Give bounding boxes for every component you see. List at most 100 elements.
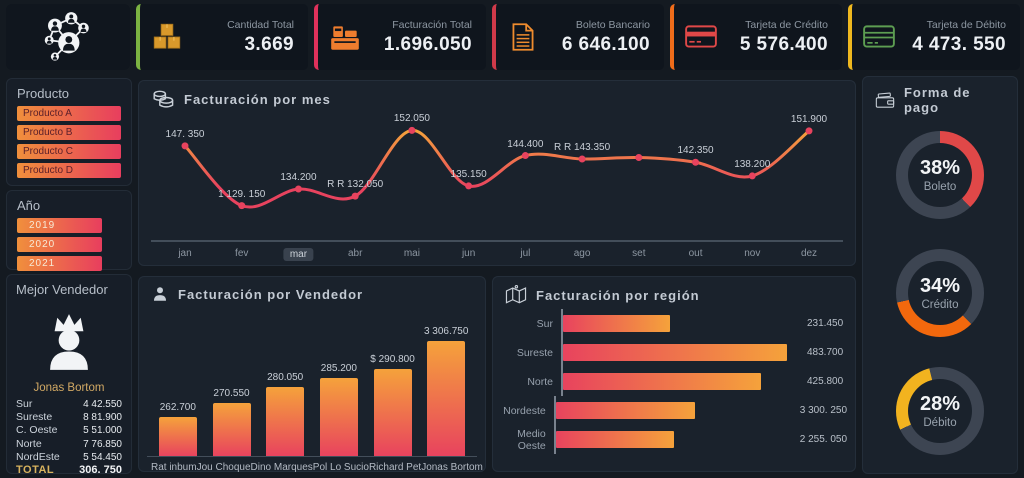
- data-point-mar[interactable]: [294, 185, 302, 193]
- vendor-name-label: Jou Choque: [196, 462, 251, 473]
- region-bar[interactable]: [563, 373, 761, 390]
- year-2019-button[interactable]: 2019: [17, 218, 103, 233]
- region-value: 7 76.850: [83, 438, 122, 450]
- line-chart: 147. 350 1 129. 150 134.200 R R 132.050 152.…: [145, 112, 849, 240]
- kpi-cantidad-total[interactable]: Cantidad Total 3.669: [136, 4, 308, 70]
- region-label: Sureste: [16, 411, 53, 424]
- vendor-bar-item: $ 290.800: [366, 354, 420, 456]
- point-label: R R 132.050: [327, 179, 384, 191]
- region-value-label: 483.700: [807, 347, 844, 358]
- producto-b-button[interactable]: Producto B: [17, 125, 121, 140]
- month-tick-abr: abr: [347, 248, 363, 259]
- donut-boleto[interactable]: 38% Boleto: [896, 131, 984, 219]
- donut-percent: 38%: [919, 157, 961, 179]
- region-bar-track: [561, 338, 797, 367]
- region-bar-track: [553, 425, 790, 454]
- year-2021-button[interactable]: 2021: [17, 256, 103, 271]
- data-point-dez[interactable]: [805, 127, 813, 135]
- network-people-logo-icon: [44, 12, 89, 61]
- vendor-bar[interactable]: [373, 368, 412, 456]
- region-label: Sur: [16, 398, 33, 410]
- debit-card-icon: [863, 25, 895, 48]
- point-label: 144.400: [507, 138, 544, 150]
- region-bar[interactable]: [563, 315, 671, 332]
- data-point-out[interactable]: [692, 158, 700, 166]
- donut-center: 38% Boleto: [908, 143, 972, 207]
- total-label: TOTAL: [16, 464, 55, 477]
- data-point-jun[interactable]: [465, 182, 473, 190]
- vendor-name-label: Pol Lo Sucio: [312, 462, 369, 473]
- producto-a-button[interactable]: Producto A: [17, 106, 121, 121]
- vendor-bar-item: 285.200: [312, 363, 366, 456]
- data-point-fev[interactable]: [238, 202, 246, 210]
- vendor-billing-panel: Facturación por Vendedor 262.700 270.550 2…: [138, 276, 486, 473]
- kpi-value: 1.696.050: [383, 33, 472, 55]
- region-label: Norte: [16, 437, 42, 450]
- best-seller-card: Mejor Vendedor Jonas Bortom Sur 4 42.550…: [6, 274, 132, 477]
- panel-header: Facturación por región: [493, 277, 855, 307]
- data-point-mai[interactable]: [408, 126, 416, 134]
- kpi-row: Cantidad Total 3.669 Facturación Total 1…: [136, 4, 1020, 70]
- seller-stat-row: Sureste 8 81.900: [16, 411, 122, 424]
- payment-donuts: 38% Boleto 34% Crédito 28% Débito: [863, 117, 1017, 455]
- year-slicer-title: Año: [17, 198, 41, 213]
- donut-label: Boleto: [923, 181, 957, 193]
- producto-slicer: Producto Producto A Producto B Producto …: [6, 78, 132, 186]
- kpi-tarjeta-debito[interactable]: Tarjeta de Débito 4 473. 550: [848, 4, 1020, 70]
- month-tick-jul: jul: [520, 248, 531, 259]
- month-tick-dez: dez: [800, 248, 818, 259]
- data-point-abr[interactable]: [351, 192, 359, 200]
- seller-total-row: TOTAL 306. 750: [16, 464, 122, 477]
- donut-center: 28% Débito: [908, 379, 972, 443]
- kpi-tarjeta-credito[interactable]: Tarjeta de Crédito 5 576.400: [670, 4, 842, 70]
- vendor-bar-item: 270.550: [205, 388, 259, 456]
- kpi-label: Tarjeta de Débito: [926, 18, 1006, 31]
- donut-center: 34% Crédito: [908, 261, 972, 325]
- vendor-bar[interactable]: [427, 341, 466, 456]
- region-bar-track: [561, 309, 797, 338]
- seller-stat-row: Sur 4 42.550: [16, 398, 122, 411]
- donut-débito[interactable]: 28% Débito: [896, 367, 984, 455]
- region-bar[interactable]: [555, 431, 675, 448]
- data-point-ago[interactable]: [578, 155, 586, 163]
- kpi-facturacion-total[interactable]: Facturación Total 1.696.050: [314, 4, 486, 70]
- data-point-jan[interactable]: [181, 142, 189, 150]
- panel-title: Facturación por región: [536, 287, 700, 303]
- producto-d-button[interactable]: Producto D: [17, 163, 121, 178]
- month-tick-nov: nov: [744, 248, 761, 259]
- region-row: Medio Oeste 2 255. 050: [497, 425, 847, 454]
- donut-percent: 34%: [919, 275, 961, 297]
- region-bar[interactable]: [563, 344, 788, 361]
- panel-title: Facturación por Vendedor: [178, 286, 364, 302]
- donut-crédito[interactable]: 34% Crédito: [896, 249, 984, 337]
- point-label: 151.900: [790, 113, 828, 125]
- person-icon: [154, 287, 166, 301]
- data-point-set[interactable]: [635, 154, 643, 162]
- data-point-nov[interactable]: [748, 172, 756, 180]
- region-value-label: 2 255. 050: [799, 434, 847, 445]
- donut-label: Crédito: [921, 299, 959, 311]
- vendor-bars: 262.700 270.550 280.050 285.200 $ 290.800 3 3…: [147, 311, 477, 457]
- region-bar[interactable]: [555, 402, 696, 419]
- kpi-label: Boleto Bancario: [575, 18, 650, 31]
- vendor-bar[interactable]: [266, 387, 305, 456]
- vendor-name-label: Rat inbum: [151, 462, 197, 473]
- kpi-label: Facturación Total: [392, 18, 472, 31]
- kpi-boleto-bancario[interactable]: Boleto Bancario 6 646.100: [492, 4, 664, 70]
- vendor-bar[interactable]: [319, 378, 358, 456]
- seller-stat-row: C. Oeste 5 51.000: [16, 424, 122, 437]
- vendor-bar[interactable]: [212, 403, 251, 456]
- point-label: 134.200: [280, 172, 317, 184]
- month-tick-fev: fev: [235, 248, 249, 259]
- monthly-billing-panel: Facturación por mes 147. 350 1 129. 150 13…: [138, 80, 856, 266]
- year-2020-button[interactable]: 2020: [17, 237, 103, 252]
- panel-header: Forma de pago: [863, 77, 1017, 117]
- region-bar-track: [561, 367, 797, 396]
- vendor-bar[interactable]: [158, 416, 197, 456]
- region-billing-panel: Facturación por región Sur 231.450 Sureste…: [492, 276, 856, 472]
- vendor-name-label: Dino Marques: [250, 462, 313, 473]
- seller-stat-row: NordEste 5 54.450: [16, 451, 122, 464]
- data-point-jul[interactable]: [521, 152, 529, 160]
- map-icon: [505, 285, 527, 304]
- producto-c-button[interactable]: Producto C: [17, 144, 121, 159]
